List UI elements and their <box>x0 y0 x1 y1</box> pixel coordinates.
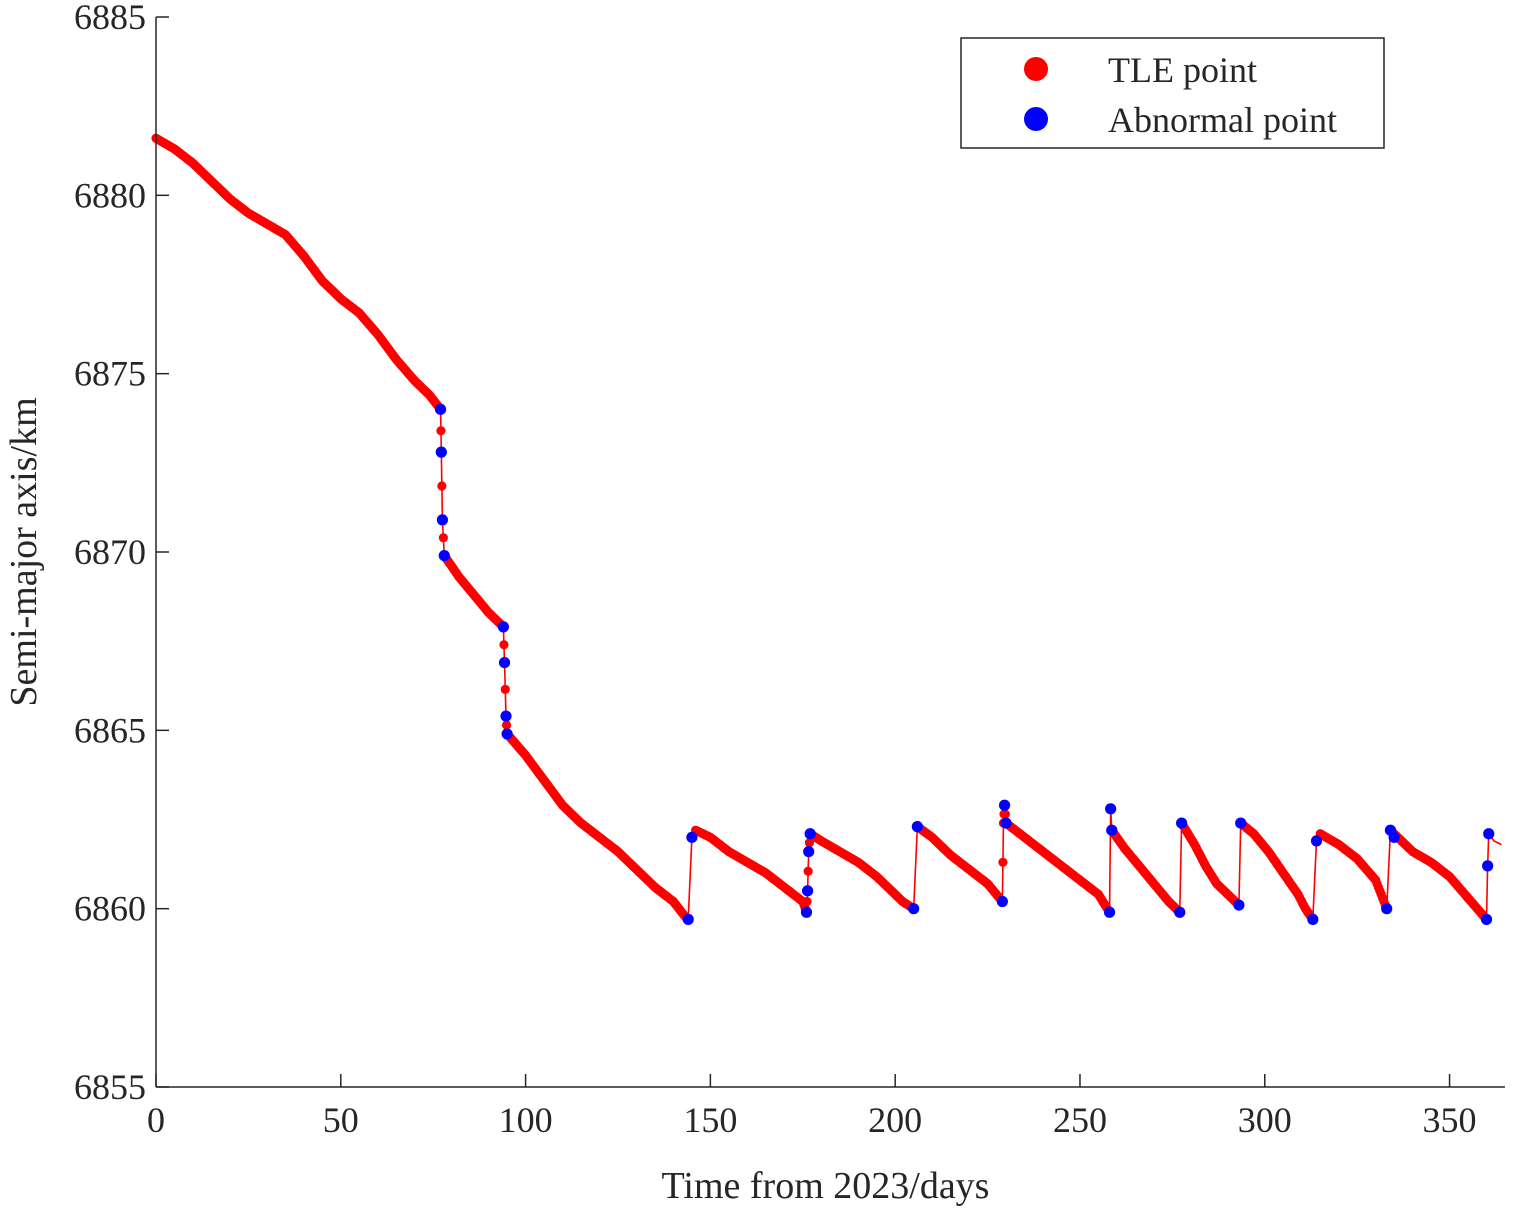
tle-series <box>155 137 1502 920</box>
tle-line-segment-5 <box>687 829 697 920</box>
legend-label-abnormal: Abnormal point <box>1108 100 1337 140</box>
x-axis-title: Time from 2023/days <box>662 1165 990 1207</box>
abnormal-point-27 <box>1310 835 1323 847</box>
x-tick-label-250: 250 <box>1053 1100 1107 1140</box>
y-tick-label-6875: 6875 <box>74 354 146 394</box>
abnormal-point-3 <box>438 549 450 562</box>
abnormal-point-7 <box>501 728 513 740</box>
x-tick-label-100: 100 <box>499 1100 553 1140</box>
abnormal-point-14 <box>908 903 920 915</box>
abnormal-point-23 <box>1176 817 1188 829</box>
abnormal-point-8 <box>682 913 694 925</box>
x-tick-label-350: 350 <box>1423 1100 1477 1140</box>
x-tick-label-200: 200 <box>868 1100 922 1140</box>
abnormal-point-13 <box>804 828 816 840</box>
y-tick-label-6865: 6865 <box>74 710 146 750</box>
abnormal-point-19 <box>1103 906 1116 918</box>
tle-line-segment-17 <box>1238 823 1242 906</box>
tle-line-segment-9 <box>912 826 919 909</box>
abnormal-point-17 <box>998 799 1011 811</box>
y-tick-label-6870: 6870 <box>74 532 146 572</box>
abnormal-point-28 <box>1381 903 1393 915</box>
abnormal-point-6 <box>500 710 512 722</box>
tle-markers <box>151 133 1492 924</box>
y-axis-title: Semi-major axis/km <box>3 397 45 706</box>
abnormal-point-26 <box>1307 913 1319 925</box>
abnormal-point-33 <box>1483 828 1495 840</box>
abnormal-point-2 <box>436 514 449 526</box>
abnormal-point-30 <box>1388 831 1400 843</box>
tle-point-252 <box>500 684 510 694</box>
tle-line-segment-15 <box>1178 823 1183 913</box>
abnormal-point-10 <box>800 906 813 918</box>
abnormal-point-24 <box>1233 899 1245 911</box>
legend: TLE point Abnormal point <box>960 37 1385 149</box>
y-tick-label-6880: 6880 <box>74 175 146 215</box>
abnormal-point-9 <box>686 831 698 843</box>
x-tick-label-0: 0 <box>147 1100 165 1140</box>
y-tick-label-6885: 6885 <box>74 0 146 37</box>
tle-line-segment-13 <box>1108 808 1113 913</box>
abnormal-point-22 <box>1174 906 1186 918</box>
tle-point-465 <box>802 896 812 907</box>
abnormal-point-15 <box>911 821 923 833</box>
y-tick-label-6860: 6860 <box>74 889 146 929</box>
legend-marker-abnormal <box>1024 107 1048 131</box>
abnormal-point-25 <box>1235 817 1247 829</box>
tle-point-254 <box>501 720 512 730</box>
y-tick-label-6855: 6855 <box>74 1067 146 1107</box>
abnormal-point-1 <box>435 446 447 458</box>
tle-line-segment-21 <box>1385 830 1392 909</box>
abnormal-point-5 <box>498 656 511 669</box>
abnormal-point-18 <box>1000 817 1012 829</box>
abnormal-point-11 <box>801 885 814 897</box>
x-tick-label-150: 150 <box>683 1100 737 1140</box>
x-tick-label-300: 300 <box>1238 1100 1292 1140</box>
abnormal-point-20 <box>1105 803 1117 815</box>
tle-point-202 <box>436 426 446 436</box>
tle-point-206 <box>438 533 448 543</box>
tle-point-610 <box>1000 809 1010 819</box>
tle-point-606 <box>998 857 1008 867</box>
tle-line-segment-23 <box>1485 833 1490 920</box>
abnormal-point-32 <box>1482 860 1494 872</box>
abnormal-series <box>434 403 1495 925</box>
tle-point-469 <box>804 838 815 848</box>
tle-point-467 <box>803 866 813 876</box>
x-tick-label-50: 50 <box>323 1100 359 1140</box>
abnormal-point-16 <box>996 895 1008 908</box>
tle-point-204 <box>437 481 447 491</box>
legend-label-tle: TLE point <box>1108 50 1257 90</box>
abnormal-point-31 <box>1480 913 1493 925</box>
abnormal-point-12 <box>803 846 815 858</box>
tle-line-segment-19 <box>1312 833 1321 920</box>
tle-point-250 <box>499 640 509 650</box>
abnormal-point-0 <box>434 403 447 415</box>
legend-marker-tle <box>1024 57 1048 81</box>
abnormal-point-4 <box>497 621 510 633</box>
tle-line-segment-20 <box>1319 833 1388 909</box>
tle-line-segment-0 <box>155 137 442 410</box>
abnormal-point-21 <box>1106 824 1118 836</box>
